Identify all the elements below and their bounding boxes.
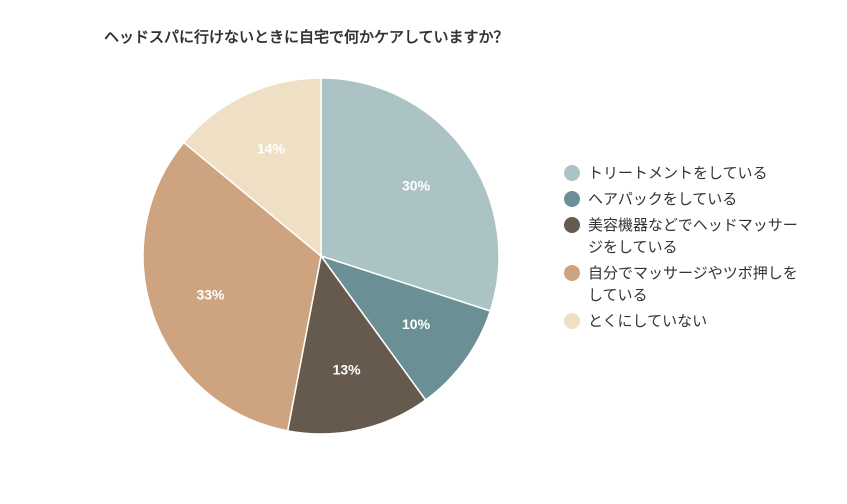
- legend-item: 美容機器などでヘッドマッサージをしている: [564, 214, 824, 258]
- legend-swatch: [564, 313, 580, 329]
- slice-value-label: 14%: [257, 140, 286, 156]
- pie-slice: [286, 254, 427, 435]
- legend-item: とくにしていない: [564, 310, 824, 332]
- legend-label: 美容機器などでヘッドマッサージをしている: [588, 216, 798, 256]
- legend-swatch: [564, 165, 580, 181]
- slice-value-label: 10%: [402, 316, 431, 332]
- pie-slice: [182, 77, 322, 258]
- legend-item: トリートメントをしている: [564, 162, 824, 184]
- slice-value-label: 13%: [333, 361, 362, 377]
- chart-legend: トリートメントをしている ヘアパックをしている美容機器などでヘッドマッサージをして…: [564, 162, 824, 336]
- chart-title: ヘッドスパに行けないときに自宅で何かケアしていますか？: [104, 28, 509, 46]
- slice-value-label: 33%: [196, 286, 225, 302]
- pie-slice: [319, 254, 492, 402]
- pie-slice: [142, 141, 322, 432]
- legend-label: 自分でマッサージやツボ押しをしている: [588, 264, 798, 304]
- legend-label: とくにしていない: [588, 312, 708, 330]
- legend-swatch: [564, 217, 580, 233]
- slice-value-label: 30%: [402, 178, 431, 194]
- legend-swatch: [564, 191, 580, 207]
- legend-item: ヘアパックをしている: [564, 188, 824, 210]
- pie-slice: [320, 77, 500, 312]
- legend-item: 自分でマッサージやツボ押しをしている: [564, 262, 824, 306]
- legend-swatch: [564, 265, 580, 281]
- legend-label: トリートメントをしている: [588, 164, 768, 182]
- legend-label: ヘアパックをしている: [588, 190, 738, 208]
